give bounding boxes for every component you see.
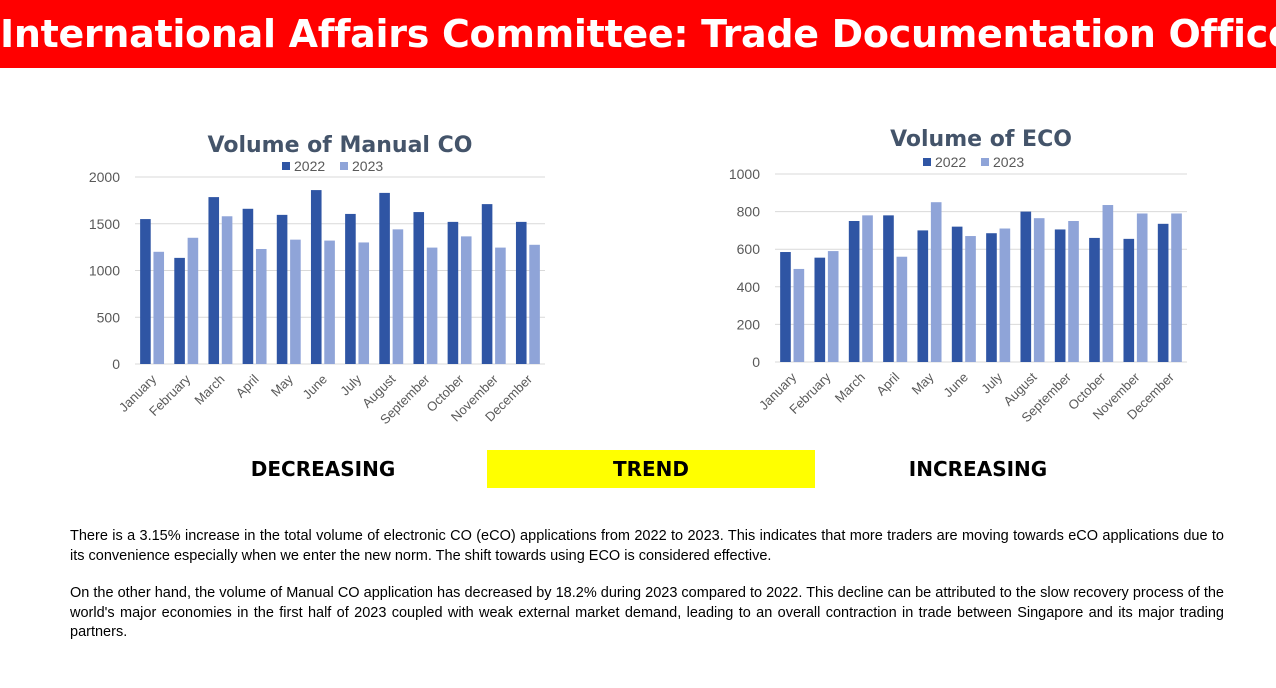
bar-2023-january <box>793 268 805 362</box>
bar-2022-february <box>174 257 185 364</box>
bar-2023-october <box>460 236 472 364</box>
legend-label-2023: 2023 <box>993 154 1024 170</box>
bar-2023-november <box>1136 213 1148 362</box>
bar-2022-march <box>208 197 220 364</box>
legend-swatch-2022 <box>282 162 290 170</box>
y-tick-label: 1000 <box>89 263 120 279</box>
legend-swatch-2023 <box>981 158 989 166</box>
x-tick-label: May <box>268 371 296 399</box>
bar-2023-november <box>495 247 506 364</box>
eco-summary-paragraph: There is a 3.15% increase in the total v… <box>70 528 1224 564</box>
bar-2023-february <box>187 237 199 364</box>
bar-2023-december <box>1171 213 1182 362</box>
bar-2022-june <box>951 226 963 362</box>
bar-2022-october <box>447 221 459 364</box>
x-tick-label: March <box>832 370 868 406</box>
y-tick-label: 2000 <box>89 169 120 185</box>
bar-2022-april <box>883 215 894 362</box>
legend-label-2022: 2022 <box>294 158 325 174</box>
bar-2023-december <box>529 244 540 364</box>
trend-increasing-label: INCREASING <box>908 457 1048 481</box>
x-tick-label: March <box>191 372 227 408</box>
bar-2023-september <box>426 247 438 364</box>
x-tick-label: April <box>873 369 902 398</box>
bar-2023-march <box>221 216 233 364</box>
bar-2023-august <box>1033 218 1045 362</box>
bar-2022-october <box>1089 237 1100 362</box>
legend-label-2023: 2023 <box>352 158 383 174</box>
bar-2023-october <box>1102 205 1114 362</box>
bar-2022-january <box>140 219 151 364</box>
page-title: International Affairs Committee: Trade D… <box>0 12 1276 56</box>
bar-2023-january <box>153 251 165 364</box>
bar-2022-november <box>481 204 493 364</box>
bar-2023-june <box>324 240 335 364</box>
bar-2022-may <box>276 214 288 364</box>
bar-2022-august <box>1020 211 1032 362</box>
bar-2023-april <box>896 256 908 362</box>
x-tick-label: April <box>233 371 262 400</box>
bar-2022-november <box>1123 238 1135 362</box>
chart-title: Volume of Manual CO <box>208 133 473 158</box>
bar-2022-december <box>1157 223 1169 362</box>
y-tick-label: 500 <box>97 309 121 325</box>
bar-2022-january <box>780 252 791 362</box>
y-tick-label: 800 <box>737 204 761 220</box>
bar-2022-december <box>515 221 527 364</box>
page-title-banner: International Affairs Committee: Trade D… <box>0 0 1276 68</box>
chart-title: Volume of ECO <box>890 127 1072 152</box>
legend-swatch-2023 <box>340 162 348 170</box>
y-tick-label: 200 <box>737 316 761 332</box>
bar-2022-august <box>379 192 390 364</box>
bar-2023-april <box>255 248 267 364</box>
trend-decreasing-label: DECREASING <box>250 457 396 481</box>
x-tick-label: July <box>337 371 364 398</box>
bar-2023-february <box>827 251 839 362</box>
bar-2023-may <box>290 239 301 364</box>
y-tick-label: 1000 <box>729 166 760 182</box>
bar-2022-september <box>1054 229 1066 362</box>
trend-label: TREND <box>487 450 815 488</box>
bar-2023-september <box>1068 221 1079 362</box>
bar-2023-august <box>392 229 404 364</box>
legend-label-2022: 2022 <box>935 154 966 170</box>
bar-2023-june <box>965 236 976 362</box>
bar-2022-july <box>345 213 356 364</box>
bar-2022-april <box>242 208 254 364</box>
bar-2022-july <box>986 233 997 362</box>
bar-2022-february <box>814 257 826 362</box>
bar-2022-september <box>413 212 425 364</box>
bar-2023-may <box>930 202 942 362</box>
bar-2022-june <box>310 190 322 364</box>
x-tick-label: June <box>940 370 971 401</box>
bar-2022-march <box>848 221 860 362</box>
manual-co-summary-paragraph: On the other hand, the volume of Manual … <box>70 585 1224 640</box>
x-tick-label: June <box>299 372 330 403</box>
legend-swatch-2022 <box>923 158 931 166</box>
bar-2022-may <box>917 230 929 362</box>
y-tick-label: 0 <box>112 356 120 372</box>
x-tick-label: July <box>978 369 1005 396</box>
bar-2023-march <box>862 215 873 362</box>
y-tick-label: 0 <box>752 354 760 370</box>
y-tick-label: 1500 <box>89 216 120 232</box>
bar-2023-july <box>358 242 370 364</box>
bar-2023-july <box>999 228 1011 362</box>
y-tick-label: 400 <box>737 279 761 295</box>
x-tick-label: May <box>909 369 937 397</box>
y-tick-label: 600 <box>737 241 761 257</box>
